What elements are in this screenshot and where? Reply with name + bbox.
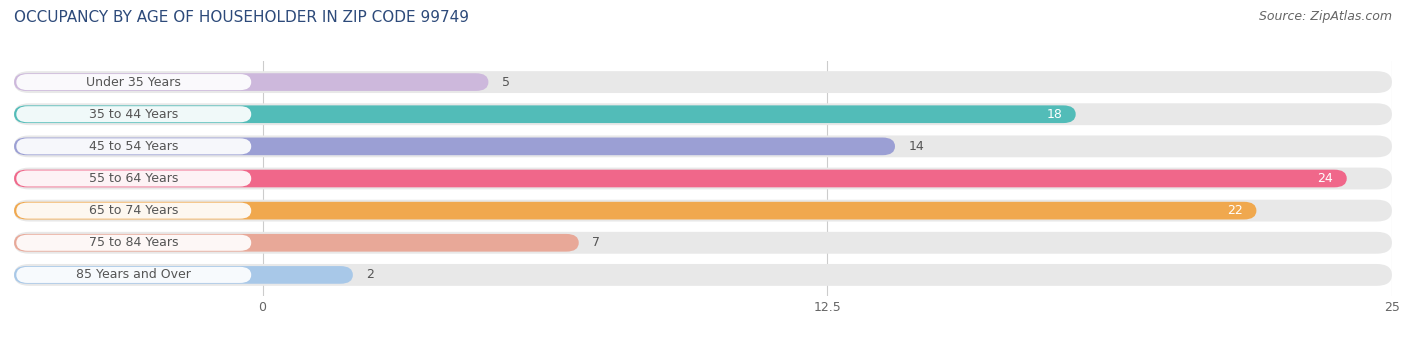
FancyBboxPatch shape [14, 266, 353, 284]
Text: 22: 22 [1227, 204, 1243, 217]
Text: Source: ZipAtlas.com: Source: ZipAtlas.com [1258, 10, 1392, 23]
FancyBboxPatch shape [14, 202, 1257, 220]
FancyBboxPatch shape [17, 138, 252, 154]
FancyBboxPatch shape [17, 267, 252, 283]
FancyBboxPatch shape [14, 71, 1392, 93]
Text: 75 to 84 Years: 75 to 84 Years [89, 236, 179, 249]
Text: 85 Years and Over: 85 Years and Over [76, 268, 191, 282]
FancyBboxPatch shape [14, 232, 1392, 254]
FancyBboxPatch shape [14, 73, 488, 91]
FancyBboxPatch shape [14, 135, 1392, 157]
Text: 45 to 54 Years: 45 to 54 Years [89, 140, 179, 153]
FancyBboxPatch shape [17, 74, 252, 90]
Text: 35 to 44 Years: 35 to 44 Years [89, 108, 179, 121]
FancyBboxPatch shape [14, 264, 1392, 286]
Text: 2: 2 [367, 268, 374, 282]
FancyBboxPatch shape [17, 170, 252, 187]
Text: 14: 14 [908, 140, 924, 153]
Text: 18: 18 [1046, 108, 1062, 121]
FancyBboxPatch shape [17, 106, 252, 122]
Text: OCCUPANCY BY AGE OF HOUSEHOLDER IN ZIP CODE 99749: OCCUPANCY BY AGE OF HOUSEHOLDER IN ZIP C… [14, 10, 470, 25]
FancyBboxPatch shape [14, 103, 1392, 125]
Text: 55 to 64 Years: 55 to 64 Years [89, 172, 179, 185]
FancyBboxPatch shape [14, 170, 1347, 187]
Text: Under 35 Years: Under 35 Years [86, 75, 181, 89]
Text: 5: 5 [502, 75, 510, 89]
FancyBboxPatch shape [17, 235, 252, 251]
Text: 24: 24 [1317, 172, 1333, 185]
FancyBboxPatch shape [14, 137, 896, 155]
FancyBboxPatch shape [14, 105, 1076, 123]
Text: 65 to 74 Years: 65 to 74 Years [89, 204, 179, 217]
FancyBboxPatch shape [14, 234, 579, 252]
FancyBboxPatch shape [17, 203, 252, 219]
FancyBboxPatch shape [14, 168, 1392, 189]
Text: 7: 7 [592, 236, 600, 249]
FancyBboxPatch shape [14, 200, 1392, 222]
